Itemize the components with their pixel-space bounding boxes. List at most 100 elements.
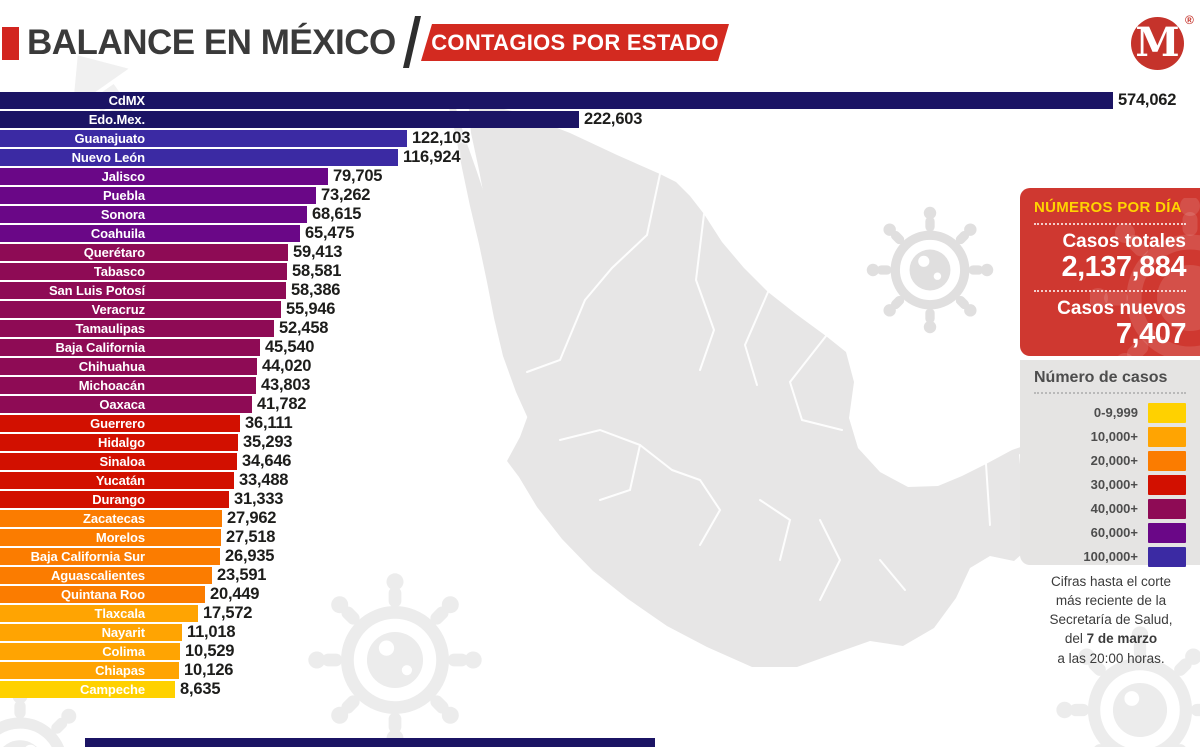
- legend-swatch: [1148, 546, 1186, 567]
- bar-label: Michoacán: [78, 378, 145, 393]
- bar-label: CdMX: [108, 93, 146, 108]
- legend-label: 30,000+: [1090, 477, 1138, 492]
- bar: [0, 586, 205, 603]
- legend-swatch: [1148, 426, 1186, 447]
- bar: [0, 396, 252, 413]
- footnote-line: a las 20:00 horas.: [1057, 650, 1165, 666]
- legend-title: Número de casos: [1034, 369, 1168, 386]
- bar: [0, 377, 256, 394]
- bar: [0, 130, 407, 147]
- legend-swatch: [1148, 402, 1186, 423]
- dotted-divider: [1034, 223, 1186, 225]
- bar-row: Quintana Roo 20,449: [0, 585, 1200, 605]
- bar-value: 23,591: [217, 566, 267, 584]
- bar-value: 33,488: [239, 471, 289, 489]
- bar-value: 73,262: [321, 186, 371, 204]
- bar: [0, 510, 222, 527]
- bar: [0, 358, 257, 375]
- accent-square: [2, 27, 19, 60]
- bar-value: 52,458: [279, 319, 329, 337]
- bar: [0, 225, 300, 242]
- bar-label: Baja California Sur: [30, 549, 146, 564]
- legend-row: 100,000+: [1034, 545, 1186, 568]
- bar-value: 35,293: [243, 433, 293, 451]
- legend-label: 40,000+: [1090, 501, 1138, 516]
- bar-value: 122,103: [412, 129, 471, 147]
- bar-row: CdMX 574,062: [0, 91, 1200, 111]
- bar-row: Oaxaca 41,782: [0, 395, 1200, 415]
- bar-label: Colima: [102, 644, 145, 659]
- bar: [0, 605, 198, 622]
- bar-label: Zacatecas: [83, 511, 145, 526]
- bar-row: Colima 10,529: [0, 642, 1200, 662]
- bar: [0, 662, 179, 679]
- bar-value: 26,935: [225, 547, 275, 565]
- bar-row: Aguascalientes 23,591: [0, 566, 1200, 586]
- bar: [0, 624, 182, 641]
- bar-value: 20,449: [210, 585, 260, 603]
- bar-value: 58,581: [292, 262, 342, 280]
- bar-value: 55,946: [286, 300, 336, 318]
- bar-value: 27,518: [226, 528, 276, 546]
- bar-value: 65,475: [305, 224, 355, 242]
- bar-label: Aguascalientes: [51, 568, 145, 583]
- dotted-divider: [1034, 392, 1186, 394]
- milenio-logo: M: [1131, 17, 1184, 70]
- legend-panel: Número de casos 0-9,999 10,000+ 20,000+ 30,…: [1020, 360, 1200, 568]
- bar-label: Morelos: [95, 530, 145, 545]
- footnote-date: 7 de marzo: [1086, 631, 1158, 647]
- bar: [0, 643, 180, 660]
- bar: [0, 415, 240, 432]
- bar-label: Veracruz: [91, 302, 146, 317]
- bar-label: Puebla: [102, 188, 145, 203]
- bar: [0, 491, 229, 508]
- source-footnote: Cifras hasta el corte más reciente de la…: [1032, 572, 1190, 668]
- bar-row: Tamaulipas 52,458: [0, 319, 1200, 339]
- bar-label: Guerrero: [90, 416, 145, 431]
- daily-numbers-panel: NÚMEROS POR DÍA Casos totales 2,137,884 …: [1020, 188, 1200, 356]
- bar-label: Campeche: [80, 682, 145, 697]
- title-bold: MÉXICO: [260, 23, 397, 62]
- bar-value: 17,572: [203, 604, 253, 622]
- bar-value: 58,386: [291, 281, 341, 299]
- bar-label: San Luis Potosí: [48, 283, 145, 298]
- bar-value: 31,333: [234, 490, 284, 508]
- bar-label: Sonora: [100, 207, 145, 222]
- slash-icon: [402, 16, 422, 68]
- footnote-line: Cifras hasta el corte: [1050, 574, 1172, 589]
- bar: [0, 282, 286, 299]
- bar: [0, 339, 260, 356]
- bar-row: Tlaxcala 17,572: [0, 604, 1200, 624]
- bar: [0, 320, 274, 337]
- legend-swatch: [1148, 474, 1186, 495]
- bar-row: Guerrero 36,111: [0, 414, 1200, 434]
- legend-row: 10,000+: [1034, 425, 1186, 448]
- bar-label: Tamaulipas: [75, 321, 145, 336]
- bar: [0, 111, 579, 128]
- bar: [0, 244, 288, 261]
- bar-row: Querétaro 59,413: [0, 243, 1200, 263]
- bar-label: Guanajuato: [74, 131, 145, 146]
- legend-label: 20,000+: [1090, 453, 1138, 468]
- bar-row: Durango 31,333: [0, 490, 1200, 510]
- bar-value: 44,020: [262, 357, 312, 375]
- subtitle-ribbon: CONTAGIOS POR ESTADO: [421, 24, 729, 61]
- legend-row: 40,000+: [1034, 497, 1186, 520]
- bar-value: 11,018: [187, 623, 236, 641]
- bar: [0, 453, 237, 470]
- bar-row: Yucatán 33,488: [0, 471, 1200, 491]
- bar-label: Oaxaca: [99, 397, 145, 412]
- bar-label: Baja California: [55, 340, 145, 355]
- bar-value: 43,803: [261, 376, 311, 394]
- bar: [0, 567, 212, 584]
- bar-row: Edo.Mex. 222,603: [0, 110, 1200, 130]
- bar-row: Morelos 27,518: [0, 528, 1200, 548]
- bar-value: 36,111: [245, 414, 293, 432]
- bar-row: Nuevo León 116,924: [0, 148, 1200, 168]
- bar: [0, 548, 220, 565]
- bar-row: Baja California Sur 26,935: [0, 547, 1200, 567]
- total-cases-value: 2,137,884: [1061, 251, 1186, 283]
- legend-label: 60,000+: [1090, 525, 1138, 540]
